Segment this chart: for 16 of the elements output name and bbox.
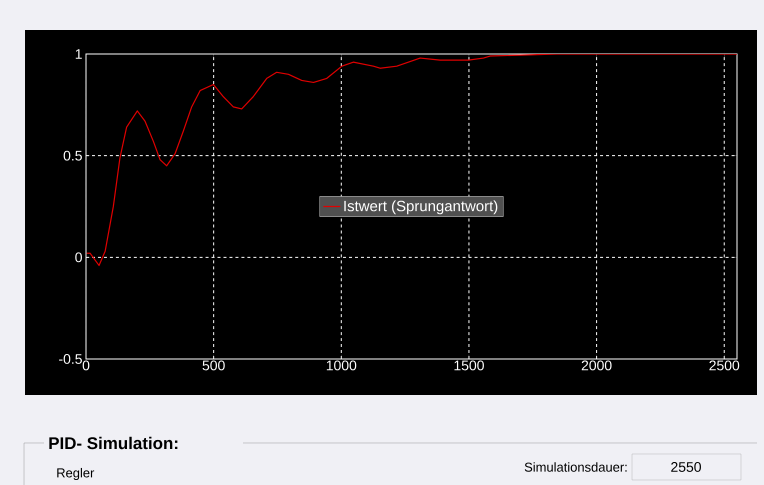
- legend-label: Istwert (Sprungantwort): [344, 200, 498, 214]
- text: Simulationsdauer:: [524, 462, 627, 472]
- line-series: [86, 54, 737, 266]
- y-tick-label: 0.5: [64, 150, 82, 161]
- text: PID- Simulation:: [49, 436, 178, 450]
- x-tick-label: 2500: [709, 360, 740, 370]
- x-tick-label: 500: [202, 360, 225, 370]
- y-tick-label: -0.5: [59, 354, 82, 364]
- x-tick-label: 1000: [326, 360, 356, 370]
- x-tick-label: 2000: [582, 360, 612, 370]
- y-tick-label: 0: [75, 252, 82, 262]
- x-tick-label: 1500: [454, 360, 484, 370]
- x-tick-label: 0: [82, 360, 90, 370]
- y-tick-label: 1: [76, 49, 82, 59]
- text: Regler: [57, 468, 94, 480]
- text: 2550: [671, 462, 701, 472]
